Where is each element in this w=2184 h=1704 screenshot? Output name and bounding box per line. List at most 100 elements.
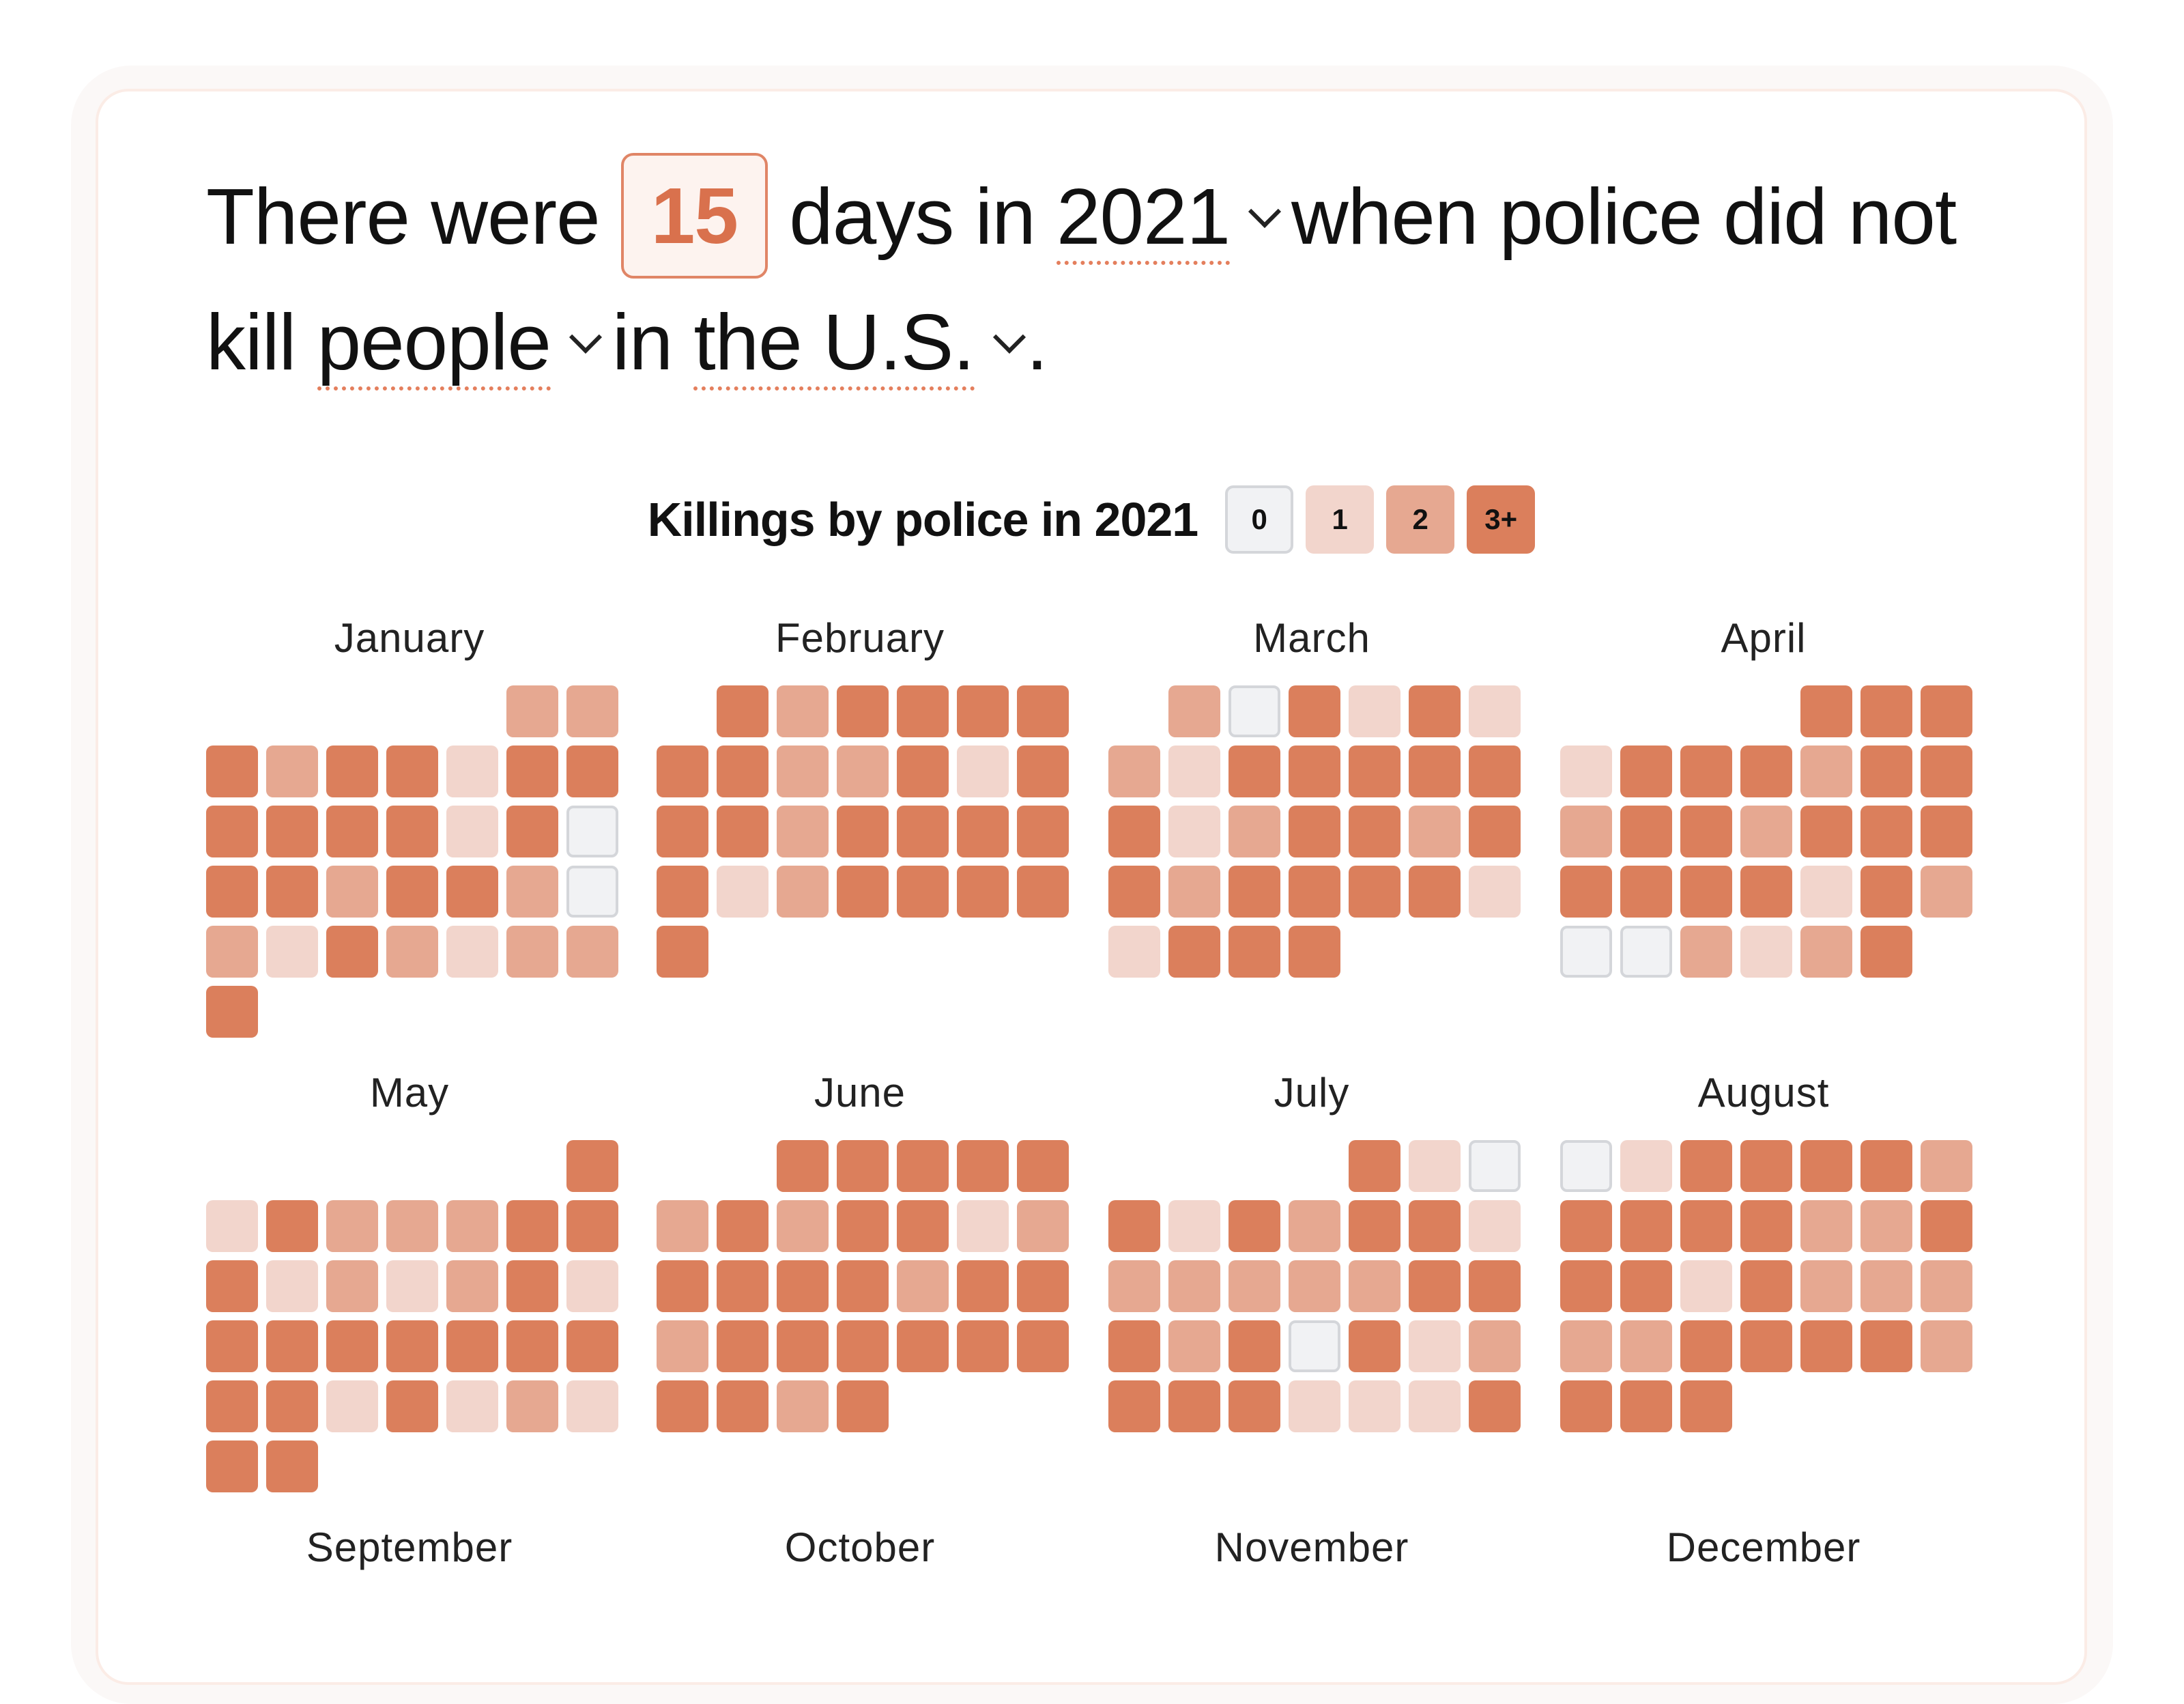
day-cell[interactable]: [1921, 866, 1972, 918]
day-cell[interactable]: [206, 986, 258, 1038]
day-cell[interactable]: [717, 685, 768, 737]
day-cell[interactable]: [897, 746, 949, 797]
day-cell[interactable]: [1168, 1320, 1220, 1372]
day-cell[interactable]: [837, 1320, 889, 1372]
day-cell[interactable]: [266, 926, 318, 978]
day-cell[interactable]: [1800, 746, 1852, 797]
day-cell[interactable]: [1289, 1380, 1340, 1432]
day-cell[interactable]: [386, 926, 438, 978]
day-cell[interactable]: [657, 746, 708, 797]
day-cell[interactable]: [1560, 1260, 1612, 1312]
day-cell[interactable]: [1168, 866, 1220, 918]
day-cell[interactable]: [566, 866, 618, 918]
day-cell[interactable]: [1560, 806, 1612, 857]
day-cell[interactable]: [1860, 866, 1912, 918]
day-cell[interactable]: [1289, 746, 1340, 797]
legend-item-3plus[interactable]: 3+: [1467, 485, 1536, 554]
day-cell[interactable]: [1800, 1260, 1852, 1312]
subject-dropdown-value[interactable]: people: [317, 298, 551, 391]
day-cell[interactable]: [1017, 1200, 1069, 1252]
day-cell[interactable]: [957, 746, 1009, 797]
day-cell[interactable]: [1017, 866, 1069, 918]
day-cell[interactable]: [1349, 806, 1400, 857]
day-cell[interactable]: [1108, 1320, 1160, 1372]
day-cell[interactable]: [1108, 1260, 1160, 1312]
day-cell[interactable]: [566, 746, 618, 797]
day-cell[interactable]: [837, 1380, 889, 1432]
subject-dropdown[interactable]: people: [317, 298, 612, 391]
place-dropdown[interactable]: the U.S.: [693, 298, 1026, 391]
day-cell[interactable]: [266, 746, 318, 797]
day-cell[interactable]: [386, 1320, 438, 1372]
day-cell[interactable]: [1228, 866, 1280, 918]
day-cell[interactable]: [957, 866, 1009, 918]
day-cell[interactable]: [1168, 1380, 1220, 1432]
day-cell[interactable]: [566, 1320, 618, 1372]
day-cell[interactable]: [657, 1380, 708, 1432]
day-cell[interactable]: [1620, 1200, 1672, 1252]
day-cell[interactable]: [1680, 1380, 1732, 1432]
day-cell[interactable]: [326, 1260, 378, 1312]
day-cell[interactable]: [206, 1380, 258, 1432]
day-cell[interactable]: [1620, 1380, 1672, 1432]
day-cell[interactable]: [1800, 926, 1852, 978]
day-cell[interactable]: [386, 746, 438, 797]
day-cell[interactable]: [266, 1320, 318, 1372]
day-cell[interactable]: [506, 746, 558, 797]
day-cell[interactable]: [1349, 685, 1400, 737]
day-cell[interactable]: [717, 1200, 768, 1252]
day-cell[interactable]: [897, 1320, 949, 1372]
day-cell[interactable]: [1680, 746, 1732, 797]
day-cell[interactable]: [1860, 1260, 1912, 1312]
day-cell[interactable]: [1349, 1320, 1400, 1372]
day-cell[interactable]: [1168, 1200, 1220, 1252]
legend-item-2[interactable]: 2: [1386, 485, 1455, 554]
day-cell[interactable]: [1469, 1320, 1521, 1372]
day-cell[interactable]: [1800, 806, 1852, 857]
day-cell[interactable]: [1740, 746, 1792, 797]
day-cell[interactable]: [1349, 1200, 1400, 1252]
day-cell[interactable]: [957, 806, 1009, 857]
day-cell[interactable]: [1680, 1260, 1732, 1312]
day-cell[interactable]: [446, 746, 498, 797]
day-cell[interactable]: [206, 926, 258, 978]
day-cell[interactable]: [1740, 1200, 1792, 1252]
day-cell[interactable]: [1680, 926, 1732, 978]
day-cell[interactable]: [1620, 1140, 1672, 1192]
day-cell[interactable]: [1921, 1260, 1972, 1312]
day-cell[interactable]: [566, 806, 618, 857]
day-cell[interactable]: [1620, 806, 1672, 857]
day-cell[interactable]: [1349, 1260, 1400, 1312]
day-cell[interactable]: [266, 866, 318, 918]
day-cell[interactable]: [837, 1260, 889, 1312]
day-cell[interactable]: [1560, 746, 1612, 797]
year-dropdown-value[interactable]: 2021: [1056, 172, 1231, 265]
day-cell[interactable]: [1289, 866, 1340, 918]
year-dropdown[interactable]: 2021: [1056, 172, 1291, 265]
day-cell[interactable]: [266, 806, 318, 857]
day-cell[interactable]: [206, 1200, 258, 1252]
day-cell[interactable]: [1349, 746, 1400, 797]
day-cell[interactable]: [837, 685, 889, 737]
day-cell[interactable]: [1620, 746, 1672, 797]
day-cell[interactable]: [777, 1380, 829, 1432]
day-cell[interactable]: [326, 1380, 378, 1432]
legend-item-0[interactable]: 0: [1225, 485, 1294, 554]
day-cell[interactable]: [566, 1380, 618, 1432]
day-cell[interactable]: [1921, 685, 1972, 737]
day-cell[interactable]: [837, 866, 889, 918]
day-cell[interactable]: [1289, 1200, 1340, 1252]
day-cell[interactable]: [566, 1260, 618, 1312]
day-cell[interactable]: [266, 1200, 318, 1252]
day-cell[interactable]: [657, 806, 708, 857]
day-cell[interactable]: [1469, 806, 1521, 857]
day-cell[interactable]: [957, 1140, 1009, 1192]
day-cell[interactable]: [446, 926, 498, 978]
day-cell[interactable]: [657, 1320, 708, 1372]
day-cell[interactable]: [657, 866, 708, 918]
day-cell[interactable]: [777, 866, 829, 918]
day-cell[interactable]: [1349, 1140, 1400, 1192]
day-cell[interactable]: [386, 806, 438, 857]
day-cell[interactable]: [777, 1260, 829, 1312]
day-cell[interactable]: [506, 1380, 558, 1432]
